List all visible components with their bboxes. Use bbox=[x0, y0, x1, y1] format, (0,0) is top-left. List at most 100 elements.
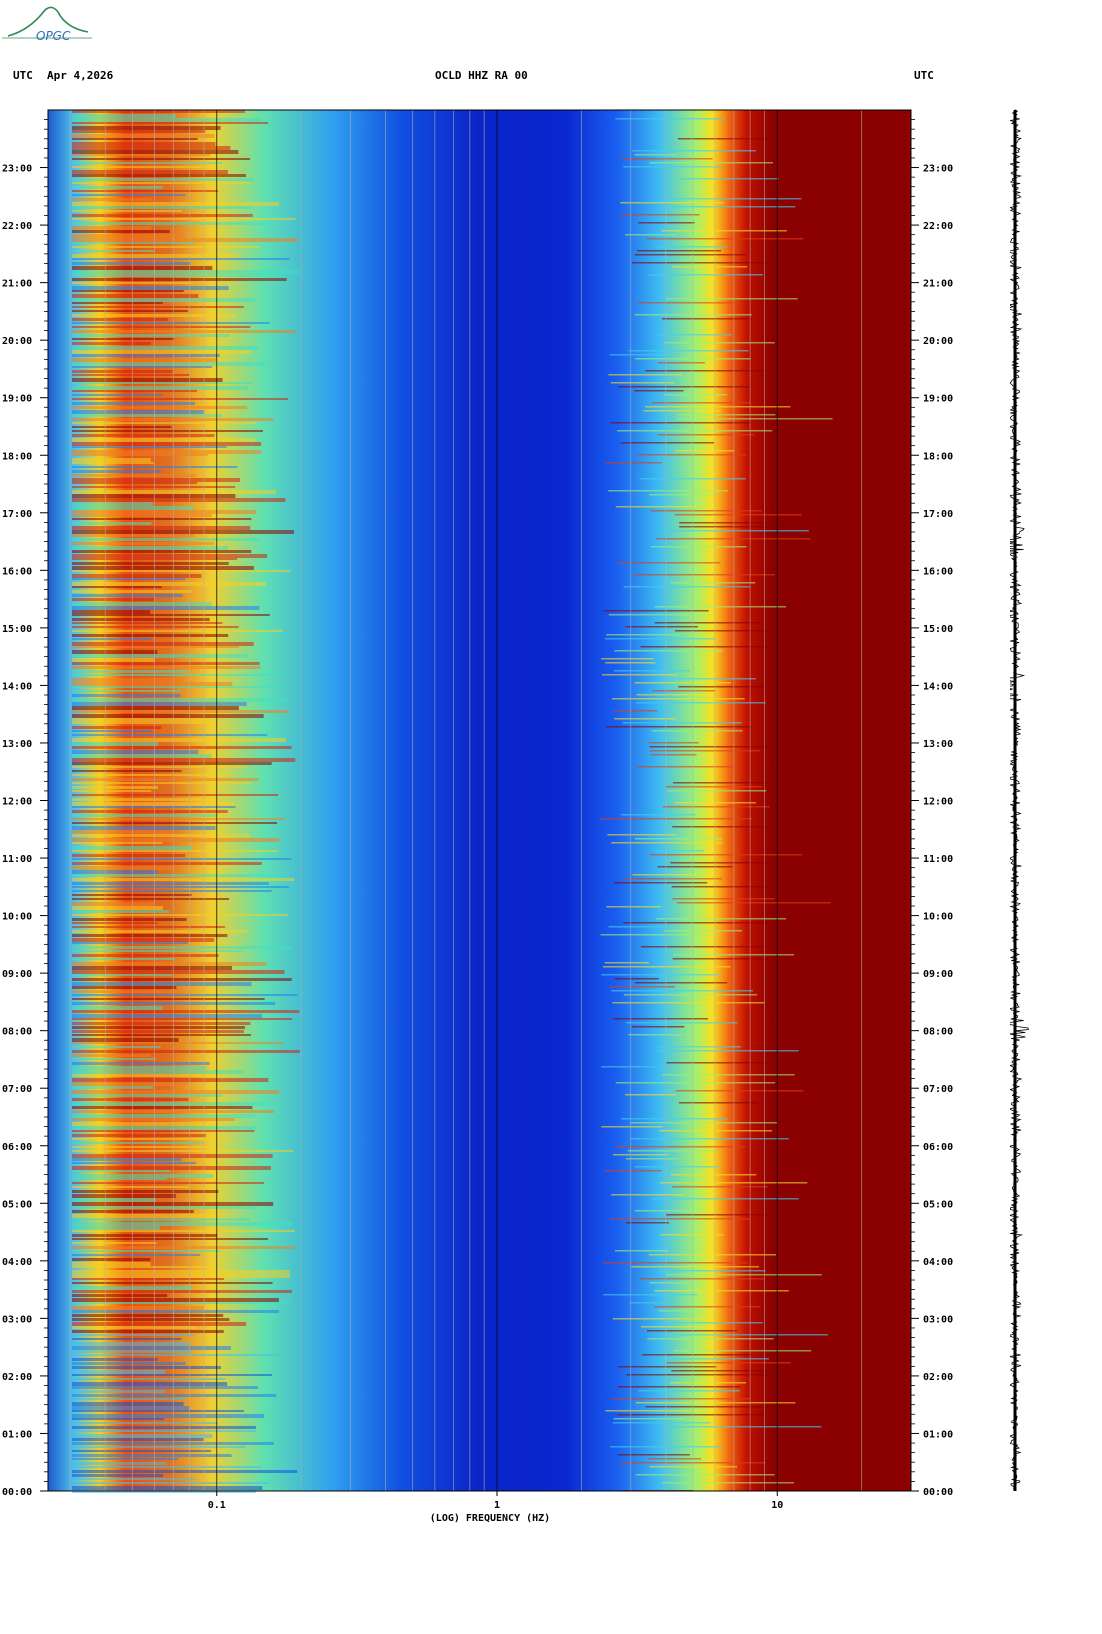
low-frequency-band bbox=[72, 1118, 235, 1121]
low-frequency-band bbox=[72, 450, 262, 454]
high-frequency-streak bbox=[635, 1210, 696, 1212]
low-frequency-band bbox=[72, 826, 216, 830]
low-frequency-band bbox=[72, 286, 229, 290]
high-frequency-streak bbox=[654, 1306, 761, 1308]
high-frequency-streak bbox=[677, 414, 776, 416]
low-frequency-band bbox=[72, 1358, 158, 1361]
high-frequency-streak bbox=[610, 382, 675, 384]
high-frequency-streak bbox=[609, 354, 668, 356]
low-frequency-band bbox=[72, 390, 197, 392]
station-label: OCLD HHZ RA 00 bbox=[435, 69, 528, 82]
low-frequency-band bbox=[72, 486, 236, 488]
low-frequency-band bbox=[72, 518, 252, 520]
y-tick-label-right: 10:00 bbox=[923, 912, 953, 923]
low-frequency-band bbox=[72, 426, 172, 428]
high-frequency-streak bbox=[626, 1374, 771, 1376]
high-frequency-streak bbox=[647, 274, 763, 276]
low-frequency-band bbox=[72, 770, 182, 772]
high-frequency-streak bbox=[664, 342, 775, 344]
low-frequency-band bbox=[72, 434, 215, 437]
low-frequency-band bbox=[72, 914, 288, 916]
low-frequency-band bbox=[72, 490, 276, 494]
y-tick-label-left: 00:00 bbox=[2, 1487, 32, 1498]
low-frequency-band bbox=[72, 818, 286, 820]
y-tick-label-right: 06:00 bbox=[923, 1142, 953, 1153]
y-tick-label-right: 18:00 bbox=[923, 451, 953, 462]
high-frequency-streak bbox=[607, 834, 677, 836]
low-frequency-band bbox=[72, 598, 154, 601]
low-frequency-band bbox=[72, 230, 170, 233]
low-frequency-band bbox=[72, 1334, 195, 1336]
high-frequency-streak bbox=[664, 930, 743, 932]
high-frequency-streak bbox=[666, 1362, 792, 1364]
high-frequency-streak bbox=[670, 1174, 757, 1176]
low-frequency-band bbox=[72, 646, 239, 648]
high-frequency-streak bbox=[648, 1458, 701, 1460]
low-frequency-band bbox=[72, 798, 211, 801]
y-tick-label-right: 02:00 bbox=[923, 1372, 953, 1383]
high-frequency-streak bbox=[652, 730, 743, 732]
low-frequency-band bbox=[72, 1138, 231, 1140]
low-frequency-band bbox=[72, 1362, 186, 1365]
low-frequency-band bbox=[72, 1378, 226, 1380]
high-frequency-streak bbox=[615, 506, 698, 508]
high-frequency-streak bbox=[634, 254, 746, 256]
high-frequency-streak bbox=[677, 138, 774, 140]
low-frequency-band bbox=[72, 1238, 269, 1240]
low-frequency-band bbox=[72, 298, 256, 302]
low-frequency-band bbox=[72, 354, 220, 357]
low-frequency-band bbox=[72, 626, 239, 628]
high-frequency-streak bbox=[675, 1090, 804, 1092]
low-frequency-band bbox=[72, 1130, 255, 1132]
low-frequency-band bbox=[72, 198, 152, 201]
low-frequency-band bbox=[72, 730, 153, 732]
high-frequency-streak bbox=[648, 742, 699, 744]
low-frequency-band bbox=[72, 1090, 280, 1094]
low-frequency-band bbox=[72, 1154, 273, 1158]
high-frequency-streak bbox=[630, 1138, 789, 1140]
high-frequency-streak bbox=[614, 882, 708, 884]
low-frequency-band bbox=[72, 1478, 197, 1480]
low-frequency-band bbox=[72, 738, 287, 742]
low-frequency-band bbox=[72, 718, 210, 722]
high-frequency-streak bbox=[654, 246, 728, 248]
low-frequency-band bbox=[72, 1030, 244, 1033]
low-frequency-band bbox=[72, 134, 215, 138]
low-frequency-band bbox=[72, 218, 296, 220]
high-frequency-streak bbox=[648, 494, 716, 496]
low-frequency-band bbox=[72, 678, 180, 682]
low-frequency-band bbox=[72, 930, 248, 933]
low-frequency-band bbox=[72, 1210, 194, 1213]
high-frequency-streak bbox=[621, 1118, 728, 1120]
low-frequency-band bbox=[72, 326, 251, 328]
right-timezone-label: UTC bbox=[914, 69, 934, 82]
low-frequency-band bbox=[72, 734, 268, 736]
high-frequency-streak bbox=[651, 402, 751, 404]
low-frequency-band bbox=[72, 546, 229, 550]
low-frequency-band bbox=[72, 306, 244, 308]
y-tick-label-right: 11:00 bbox=[923, 854, 953, 865]
low-frequency-band bbox=[72, 1418, 164, 1420]
low-frequency-band bbox=[72, 554, 268, 558]
high-frequency-streak bbox=[628, 350, 749, 352]
low-frequency-band bbox=[72, 446, 227, 448]
high-frequency-streak bbox=[654, 622, 760, 624]
x-axis-label: (LOG) FREQUENCY (HZ) bbox=[430, 1513, 550, 1524]
low-frequency-band bbox=[72, 274, 285, 277]
high-frequency-streak bbox=[625, 1094, 677, 1096]
low-frequency-band bbox=[72, 210, 182, 212]
low-frequency-band bbox=[72, 950, 244, 952]
y-tick-label-right: 09:00 bbox=[923, 969, 953, 980]
low-frequency-band bbox=[72, 658, 155, 662]
y-tick-label-left: 23:00 bbox=[2, 164, 32, 175]
low-frequency-band bbox=[72, 986, 177, 989]
low-frequency-band bbox=[72, 750, 199, 754]
low-frequency-band bbox=[72, 1094, 223, 1097]
high-frequency-streak bbox=[656, 538, 811, 540]
low-frequency-band bbox=[72, 1218, 251, 1221]
low-frequency-band bbox=[72, 606, 260, 610]
low-frequency-band bbox=[72, 186, 163, 189]
high-frequency-streak bbox=[671, 266, 748, 268]
low-frequency-band bbox=[72, 366, 213, 368]
high-frequency-streak bbox=[604, 962, 650, 964]
